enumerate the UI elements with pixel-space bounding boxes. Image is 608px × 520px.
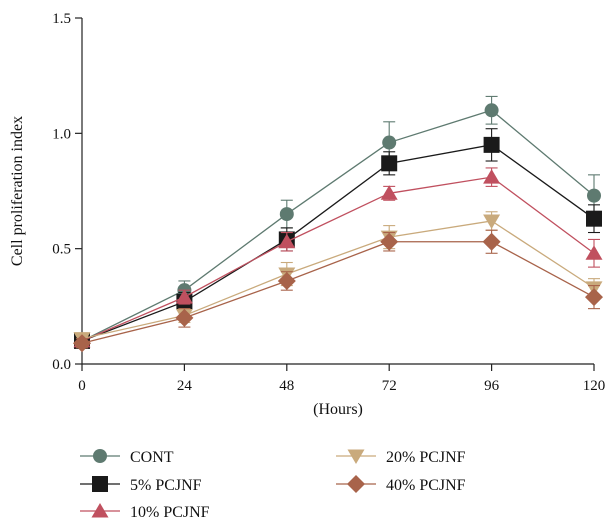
- x-axis-title: (Hours): [313, 401, 363, 418]
- y-tick-label: 0.0: [52, 357, 71, 373]
- data-point: [278, 233, 296, 249]
- series-layer: [73, 95, 603, 353]
- data-point: [279, 207, 294, 222]
- data-point: [380, 185, 398, 200]
- legend-marker: [92, 476, 108, 492]
- legend-label: 20% PCJNF: [386, 449, 466, 466]
- legend-item-1: 5% PCJNF: [80, 476, 202, 494]
- legend: CONT 5% PCJNF 10% PCJNF 20% PCJNF 40% PCJNF: [80, 449, 466, 520]
- legend-marker: [347, 449, 365, 464]
- x-tick-label: 0: [78, 378, 86, 394]
- legend-item-2: 10% PCJNF: [80, 503, 210, 520]
- data-point: [585, 245, 603, 260]
- data-point: [483, 214, 501, 229]
- data-point: [484, 103, 499, 118]
- series-4: [73, 229, 603, 353]
- x-tick-label: 72: [382, 378, 397, 394]
- series-2: [73, 167, 603, 348]
- data-point: [585, 288, 603, 307]
- y-tick-label: 1.5: [52, 11, 71, 27]
- series-1: [74, 128, 602, 349]
- series-line: [81, 176, 595, 342]
- x-tick-label: 48: [279, 378, 294, 394]
- y-tick-label: 0.5: [52, 242, 71, 258]
- x-ticks: 0 24 48 72 96 120: [78, 364, 605, 394]
- legend-marker: [93, 449, 107, 463]
- data-point: [382, 135, 397, 150]
- data-point: [482, 232, 501, 251]
- data-point: [277, 271, 296, 290]
- data-point: [483, 136, 500, 153]
- data-point: [175, 289, 193, 304]
- legend-label: CONT: [130, 449, 174, 466]
- legend-label: 10% PCJNF: [130, 504, 210, 520]
- legend-marker: [91, 503, 109, 518]
- data-point: [175, 308, 194, 327]
- x-tick-label: 120: [583, 378, 606, 394]
- series-line: [81, 109, 595, 342]
- legend-item-4: 40% PCJNF: [336, 475, 466, 494]
- axes: 0.0 0.5 1.0 1.5 0 24 48 72 96 120: [52, 11, 605, 394]
- data-point: [483, 169, 501, 184]
- y-ticks: 0.0 0.5 1.0 1.5: [52, 11, 82, 373]
- legend-item-3: 20% PCJNF: [336, 449, 466, 466]
- y-axis-title: Cell proliferation index: [9, 116, 26, 266]
- series-line: [81, 241, 595, 344]
- data-point: [73, 334, 91, 353]
- legend-item-0: CONT: [80, 449, 174, 466]
- series-line: [81, 220, 595, 340]
- data-point: [380, 232, 399, 251]
- data-point: [587, 188, 601, 203]
- series-3: [73, 211, 603, 347]
- x-tick-label: 96: [484, 378, 500, 394]
- legend-marker: [347, 475, 365, 493]
- y-tick-label: 1.0: [52, 126, 71, 142]
- legend-label: 40% PCJNF: [386, 477, 466, 494]
- data-point: [586, 210, 602, 227]
- data-point: [381, 155, 398, 172]
- series-line: [81, 144, 595, 342]
- x-tick-label: 24: [177, 378, 193, 394]
- legend-label: 5% PCJNF: [130, 477, 202, 494]
